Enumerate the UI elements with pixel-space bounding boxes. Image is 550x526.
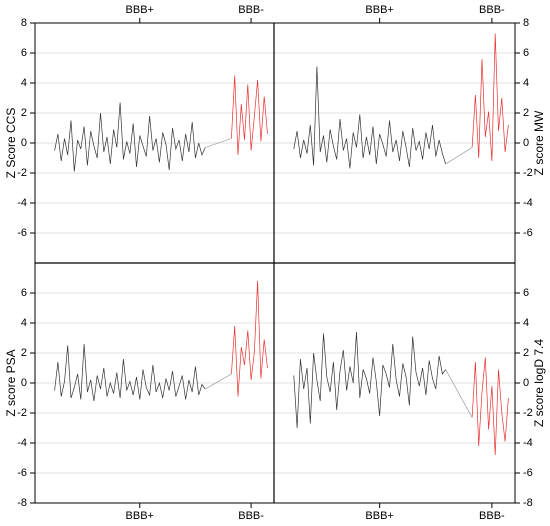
y-tick-label: 0 [21, 137, 27, 149]
connector-line [445, 147, 473, 165]
x-tick-label: BBB+ [126, 510, 154, 522]
y-tick-label: -2 [523, 167, 533, 179]
y-tick-label: 2 [523, 107, 529, 119]
connector-line [205, 138, 232, 148]
y-tick-label: 6 [21, 287, 27, 299]
y-tick-label: -4 [523, 197, 533, 209]
y-tick-label: 4 [523, 317, 529, 329]
y-tick-label: 6 [523, 47, 529, 59]
data-line [54, 102, 206, 172]
x-tick-label: BBB- [479, 510, 505, 522]
y-tick-label: 8 [21, 17, 27, 29]
x-tick-label: BBB+ [126, 4, 154, 16]
y-tick-label: -6 [17, 227, 27, 239]
y-tick-label: 2 [21, 107, 27, 119]
y-tick-label: 0 [21, 377, 27, 389]
y-tick-label: 4 [523, 77, 529, 89]
x-tick-label: BBB- [238, 4, 264, 16]
y-axis-label: Z score PSA [4, 349, 18, 416]
y-tick-label: 6 [21, 47, 27, 59]
y-tick-label: 4 [21, 317, 27, 329]
data-line [293, 331, 446, 429]
data-line [231, 75, 268, 156]
data-line [231, 280, 268, 397]
y-tick-label: 0 [523, 377, 529, 389]
y-tick-label: 2 [523, 347, 529, 359]
y-tick-label: -4 [17, 437, 27, 449]
y-tick-label: -6 [523, 467, 533, 479]
y-tick-label: -6 [523, 227, 533, 239]
y-tick-label: -4 [17, 197, 27, 209]
y-axis-label: Z score MW [532, 110, 546, 175]
y-tick-label: -2 [523, 407, 533, 419]
y-axis-label: Z Score CCS [4, 108, 18, 179]
connector-line [205, 373, 232, 390]
data-line [54, 343, 206, 402]
y-tick-label: -2 [17, 407, 27, 419]
x-tick-label: BBB+ [365, 510, 393, 522]
y-tick-label: 8 [523, 17, 529, 29]
data-line [471, 33, 509, 162]
y-tick-label: 2 [21, 347, 27, 359]
y-tick-label: -8 [17, 497, 27, 509]
x-tick-label: BBB- [238, 510, 264, 522]
y-axis-label: Z score logD 7.4 [532, 339, 546, 427]
y-tick-label: 0 [523, 137, 529, 149]
data-line [471, 357, 509, 456]
y-tick-label: -2 [17, 167, 27, 179]
y-tick-label: -8 [523, 497, 533, 509]
y-tick-label: 6 [523, 287, 529, 299]
y-tick-label: 4 [21, 77, 27, 89]
x-tick-label: BBB- [479, 4, 505, 16]
x-tick-label: BBB+ [365, 4, 393, 16]
y-tick-label: -6 [17, 467, 27, 479]
connector-line [445, 369, 473, 418]
data-line [293, 66, 447, 169]
y-tick-label: -4 [523, 437, 533, 449]
